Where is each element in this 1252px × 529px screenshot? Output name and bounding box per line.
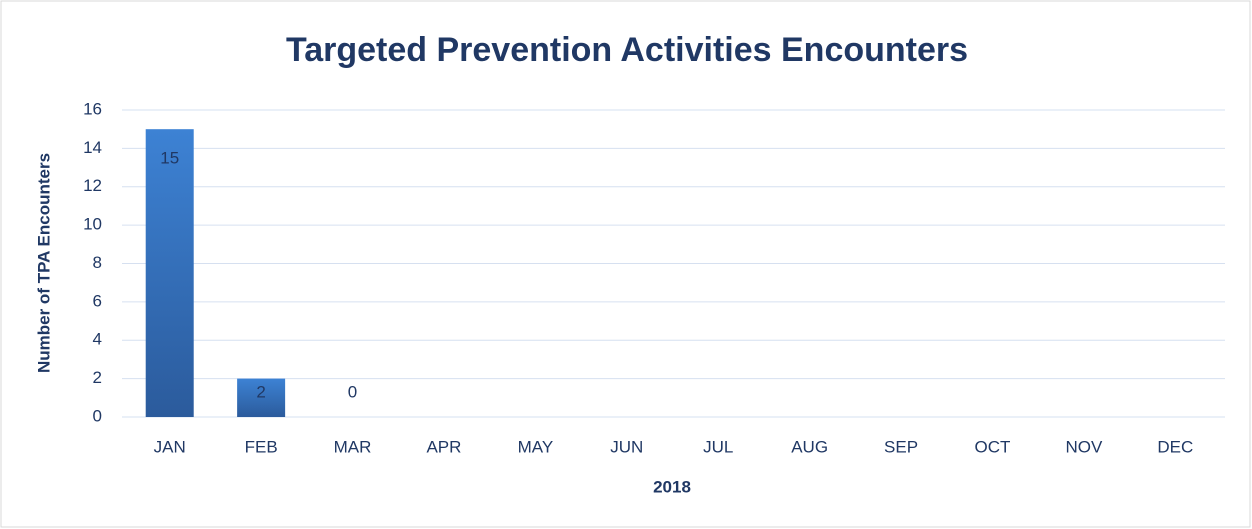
data-label: 15 <box>160 149 179 168</box>
x-tick-label: FEB <box>245 437 278 456</box>
x-tick-label: MAR <box>334 437 372 456</box>
x-tick-label: JUN <box>610 437 643 456</box>
x-tick-label: MAY <box>518 437 554 456</box>
bar <box>237 378 286 417</box>
x-tick-label: JAN <box>154 437 186 456</box>
x-axis-label: 2018 <box>653 477 691 496</box>
data-label: 0 <box>348 382 357 401</box>
x-tick-label: OCT <box>975 437 1011 456</box>
y-axis-label: Number of TPA Encounters <box>34 153 53 373</box>
x-tick-label: DEC <box>1157 437 1193 456</box>
y-tick-label: 2 <box>93 368 102 387</box>
y-tick-label: 0 <box>93 406 102 425</box>
y-tick-label: 4 <box>93 330 102 349</box>
x-tick-label: APR <box>426 437 461 456</box>
y-tick-label: 14 <box>83 138 102 157</box>
bar <box>145 129 194 417</box>
y-tick-label: 10 <box>83 215 102 234</box>
y-tick-label: 16 <box>83 99 102 118</box>
x-tick-label: NOV <box>1065 437 1103 456</box>
data-label: 2 <box>256 382 265 401</box>
y-tick-label: 12 <box>83 176 102 195</box>
y-tick-label: 6 <box>93 291 102 310</box>
y-tick-label: 8 <box>93 253 102 272</box>
x-tick-label: SEP <box>884 437 918 456</box>
x-tick-label: JUL <box>703 437 733 456</box>
x-tick-label: AUG <box>791 437 828 456</box>
chart-title: Targeted Prevention Activities Encounter… <box>286 31 968 69</box>
